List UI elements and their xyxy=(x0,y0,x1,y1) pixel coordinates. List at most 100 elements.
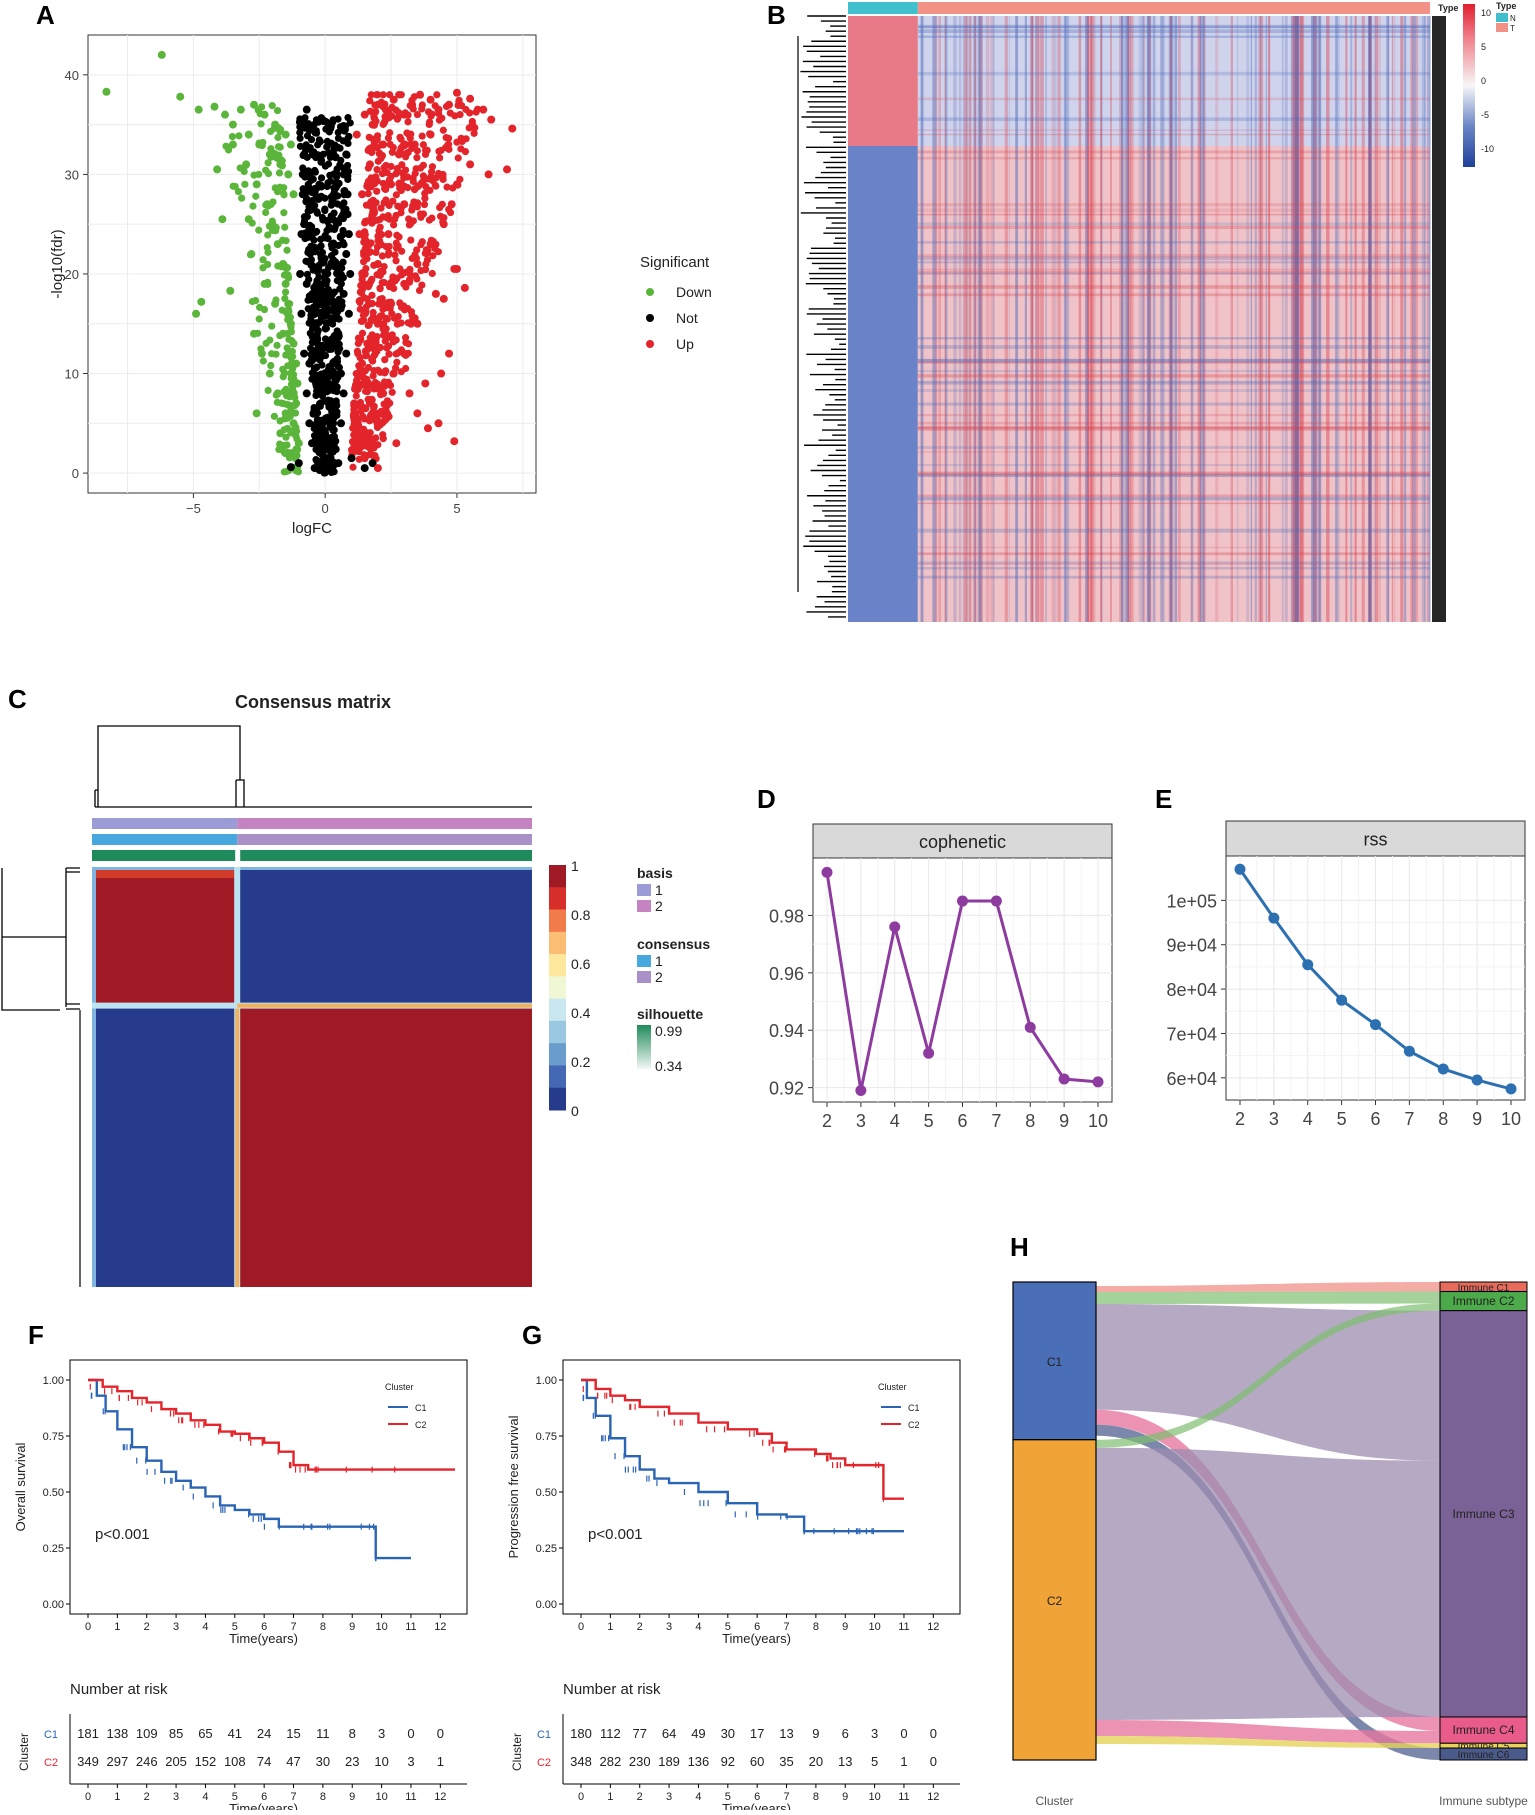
heatmap-row-stripe xyxy=(917,552,1430,556)
km-curve-c1 xyxy=(581,1378,904,1533)
point-up xyxy=(421,189,429,197)
point-up xyxy=(443,183,451,191)
heatmap-row-stripe xyxy=(917,421,1430,425)
x-tick-label: 6 xyxy=(754,1621,760,1633)
y-tick-label: 0.00 xyxy=(43,1599,64,1611)
heatmap-stripe xyxy=(1202,16,1205,622)
heatmap-stripe xyxy=(969,16,973,622)
point-up xyxy=(446,109,454,117)
km-curve-c2 xyxy=(88,1378,455,1471)
point-not xyxy=(321,386,330,394)
risk-value: 85 xyxy=(169,1726,183,1741)
legend-label-c2: C2 xyxy=(415,1420,427,1430)
point-down xyxy=(244,130,253,139)
point-up xyxy=(421,379,430,388)
left-dendrogram xyxy=(1,867,80,1011)
heatmap-row-stripe xyxy=(917,268,1430,271)
point-not xyxy=(322,118,330,126)
point-up xyxy=(373,100,382,109)
heatmap-stripe xyxy=(1265,16,1267,622)
risk-x-axis-label: Time(years) xyxy=(722,1801,791,1810)
point-up xyxy=(418,281,426,289)
point-up xyxy=(351,419,360,428)
point-down xyxy=(265,150,274,159)
point-down xyxy=(276,160,285,169)
point-not xyxy=(296,142,305,150)
point-up xyxy=(417,241,425,249)
heatmap-stripe xyxy=(1427,16,1431,622)
point-up xyxy=(411,272,420,280)
matrix-c1-c2 xyxy=(237,867,532,1006)
basis-legend-2: 2 xyxy=(655,898,663,914)
point-up xyxy=(400,110,409,119)
overall-survival-plot: 0.000.250.500.751.000 1 2 3 4 5 6 7 8 9 10 11 12Time… xyxy=(13,1359,468,1815)
point-not xyxy=(304,180,312,189)
point-up xyxy=(392,257,400,265)
x-tick-label: 3 xyxy=(666,1621,672,1633)
y-axis-label: Overall survival xyxy=(13,1442,28,1531)
legend-label-up: Up xyxy=(676,336,694,352)
point-not xyxy=(331,445,340,454)
rss-plot: rss 1e+05 9e+04 8e+04 7e+04 6e+04 2 3 4 5 6 7 8 9 10 xyxy=(1166,820,1526,1129)
point-not xyxy=(313,429,322,438)
point-down xyxy=(274,143,283,151)
point-up xyxy=(381,369,389,377)
point-up xyxy=(388,148,396,156)
heatmap-stripe xyxy=(1199,16,1203,622)
point-down xyxy=(157,50,166,59)
x-tick-label: 2 xyxy=(144,1621,150,1633)
heatmap-stripe xyxy=(1268,16,1271,622)
point-up xyxy=(392,350,400,358)
point-up xyxy=(385,201,393,210)
immune-node-label-2: Immune C2 xyxy=(1452,1294,1514,1308)
heatmap-stripe xyxy=(1355,16,1357,622)
point-not xyxy=(305,359,314,368)
point-down xyxy=(271,120,280,129)
color-legend-tick: 10 xyxy=(1481,8,1491,18)
point-not xyxy=(335,295,343,303)
point-up xyxy=(352,392,360,400)
point-down xyxy=(257,349,266,358)
point-not xyxy=(312,129,321,137)
risk-x-tick-label: 5 xyxy=(232,1791,238,1803)
point-not xyxy=(307,202,315,210)
heatmap-row-stripe xyxy=(917,241,1430,244)
point-not xyxy=(312,153,320,162)
point-up xyxy=(452,88,461,97)
heatmap-stripe xyxy=(1260,16,1264,622)
point-up xyxy=(359,248,368,256)
point-up xyxy=(394,202,402,210)
point-up xyxy=(390,221,398,229)
point-up xyxy=(407,236,415,244)
point-up xyxy=(405,221,414,229)
consensus-legend-swatch xyxy=(549,909,566,933)
heatmap-stripe xyxy=(1041,16,1044,622)
x-tick-label: 11 xyxy=(405,1621,416,1633)
heatmap-stripe xyxy=(1246,16,1250,622)
point-not xyxy=(322,370,330,378)
point-down xyxy=(275,445,283,454)
p-value: p<0.001 xyxy=(95,1526,150,1543)
type-bar-t xyxy=(917,2,1430,14)
risk-value: 92 xyxy=(721,1754,735,1769)
data-point xyxy=(1058,1073,1070,1085)
x-tick-label: 11 xyxy=(898,1621,909,1633)
risk-x-tick-label: 1 xyxy=(114,1791,120,1803)
heatmap-stripe xyxy=(1254,16,1256,622)
point-not xyxy=(323,454,332,463)
point-down xyxy=(247,250,256,259)
point-up xyxy=(397,135,405,143)
heatmap-stripe xyxy=(1168,16,1173,622)
heatmap-stripe xyxy=(920,16,923,622)
point-up xyxy=(398,169,406,177)
x-tick-label: 4 xyxy=(890,1111,900,1131)
heatmap-stripe xyxy=(1008,16,1011,622)
heatmap-row-stripe xyxy=(917,425,1430,430)
point-not xyxy=(318,438,326,447)
risk-row-label-c2: C2 xyxy=(537,1757,551,1769)
heatmap-row-stripe xyxy=(917,561,1430,565)
y-tick-label: 1.00 xyxy=(536,1375,557,1387)
x-tick-label: 9 xyxy=(349,1621,355,1633)
x-tick-label: 3 xyxy=(173,1621,179,1633)
heatmap-stripe xyxy=(938,16,942,622)
